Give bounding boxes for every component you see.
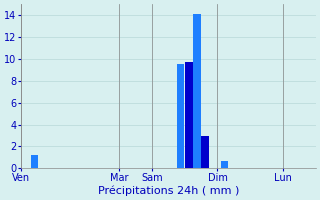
Bar bbox=[177, 64, 184, 168]
Bar bbox=[220, 161, 228, 168]
Bar bbox=[185, 62, 193, 168]
Bar bbox=[31, 155, 38, 168]
Bar bbox=[193, 14, 201, 168]
X-axis label: Précipitations 24h ( mm ): Précipitations 24h ( mm ) bbox=[98, 185, 239, 196]
Bar bbox=[201, 136, 209, 168]
